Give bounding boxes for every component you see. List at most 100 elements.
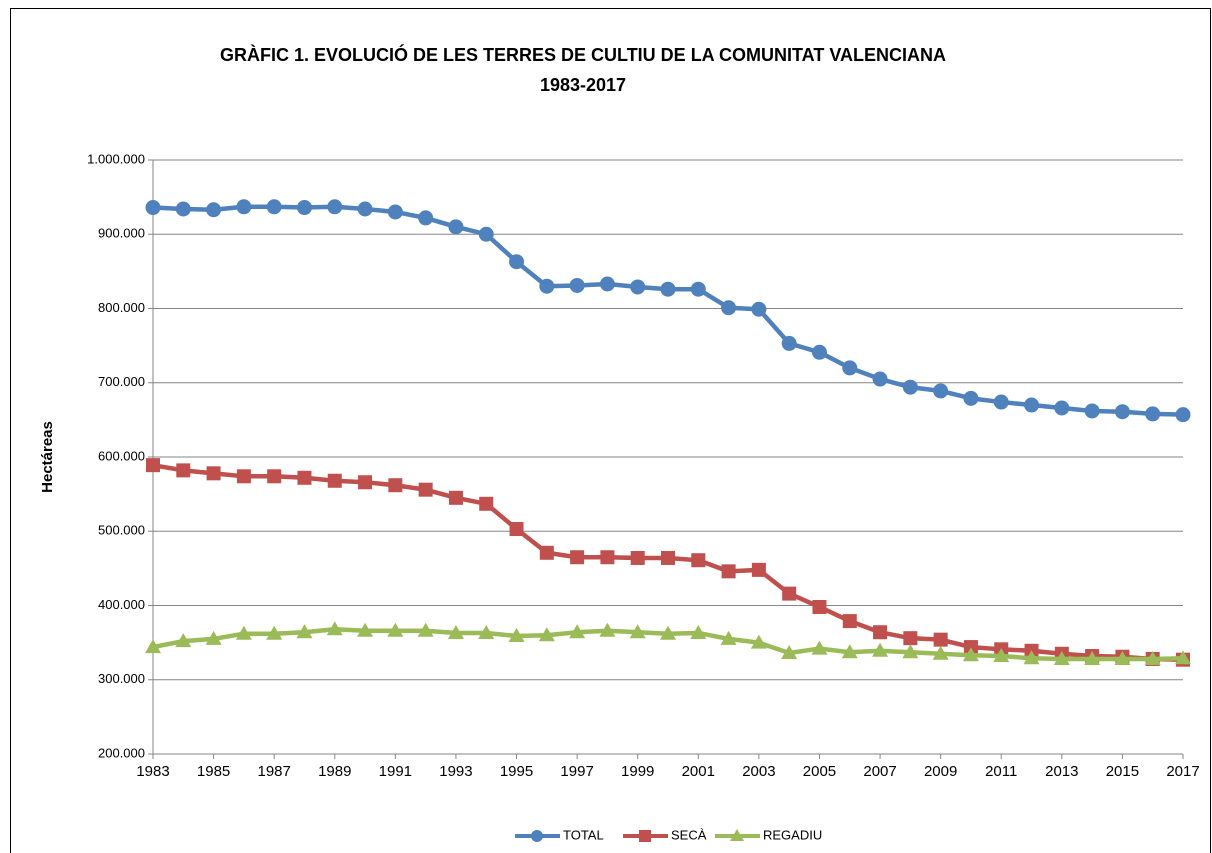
marker (751, 301, 767, 317)
marker (146, 458, 160, 473)
marker (326, 621, 343, 636)
marker (539, 545, 554, 560)
x-tick-label: 2011 (985, 763, 1017, 780)
marker (1023, 650, 1040, 665)
marker (690, 281, 706, 297)
legend-label: SECÀ (671, 827, 707, 842)
marker (509, 522, 524, 537)
marker (902, 644, 919, 659)
y-tick-label: 200.000 (98, 745, 145, 760)
legend-marker (730, 829, 744, 841)
marker (599, 622, 616, 637)
marker (327, 473, 342, 488)
marker (842, 360, 858, 376)
marker (1175, 407, 1191, 423)
marker (902, 379, 918, 395)
marker (266, 625, 283, 640)
marker (1145, 406, 1161, 422)
legend-item: TOTAL (515, 827, 604, 842)
marker (357, 622, 374, 637)
marker (660, 281, 676, 297)
legend-label: TOTAL (563, 827, 604, 842)
marker (781, 335, 797, 351)
marker (1144, 650, 1161, 665)
marker (873, 625, 888, 640)
marker (206, 466, 221, 481)
marker (508, 627, 525, 642)
marker (569, 624, 586, 639)
y-axis-label: Hectáreas (39, 421, 56, 493)
marker (235, 625, 252, 640)
x-tick-label: 2015 (1106, 763, 1139, 780)
marker (872, 642, 889, 657)
marker (1084, 650, 1101, 665)
marker (236, 469, 251, 484)
x-tick-label: 2001 (682, 763, 715, 780)
marker (932, 645, 949, 660)
y-tick-label: 800.000 (98, 300, 145, 315)
marker (962, 647, 979, 662)
marker (1084, 403, 1100, 419)
marker (145, 639, 161, 654)
marker (387, 204, 403, 220)
x-tick-label: 2013 (1045, 763, 1078, 780)
x-tick-label: 2005 (803, 763, 836, 780)
x-tick-label: 1999 (621, 763, 654, 780)
marker (175, 201, 191, 217)
y-tick-label: 700.000 (98, 374, 145, 389)
marker (630, 279, 646, 295)
marker (721, 564, 736, 579)
marker (661, 550, 675, 565)
x-tick-label: 1995 (500, 763, 533, 780)
marker (963, 390, 979, 406)
marker (539, 278, 555, 294)
marker (236, 199, 252, 215)
marker (538, 627, 555, 642)
marker (206, 202, 222, 218)
marker (811, 344, 827, 360)
marker (358, 475, 373, 490)
marker (478, 226, 494, 242)
marker (600, 550, 615, 565)
marker (296, 200, 312, 216)
x-tick-label: 1993 (439, 763, 472, 780)
legend-marker (639, 830, 651, 842)
marker (145, 200, 161, 216)
x-tick-label: 1989 (318, 763, 351, 780)
marker (418, 210, 434, 226)
marker (690, 624, 707, 639)
marker (479, 496, 494, 511)
marker (447, 624, 464, 639)
marker (811, 640, 828, 655)
marker (448, 490, 463, 505)
x-tick-label: 1985 (197, 763, 230, 780)
y-tick-label: 1.000.000 (87, 151, 145, 166)
marker (267, 469, 282, 484)
y-tick-label: 500.000 (98, 523, 145, 538)
marker (842, 614, 857, 629)
marker (448, 219, 464, 235)
marker (266, 199, 282, 215)
marker (1024, 397, 1040, 413)
marker (993, 647, 1010, 662)
marker (387, 622, 404, 637)
marker (509, 254, 525, 270)
marker (751, 562, 766, 577)
marker (812, 599, 827, 614)
marker (903, 631, 918, 646)
marker (933, 632, 948, 647)
marker (963, 640, 978, 655)
y-tick-label: 300.000 (98, 671, 145, 686)
marker (205, 630, 222, 645)
marker (296, 624, 313, 639)
chart-title: 1983-2017 (540, 75, 626, 95)
x-tick-label: 2017 (1166, 763, 1199, 780)
chart-title: GRÀFIC 1. EVOLUCIÓ DE LES TERRES DE CULT… (220, 44, 946, 65)
legend-label: REGADIU (763, 827, 822, 842)
x-tick-label: 1987 (257, 763, 290, 780)
marker (781, 645, 798, 660)
marker (1053, 650, 1070, 665)
x-tick-label: 1997 (560, 763, 593, 780)
marker (569, 277, 585, 293)
marker (1114, 650, 1131, 665)
